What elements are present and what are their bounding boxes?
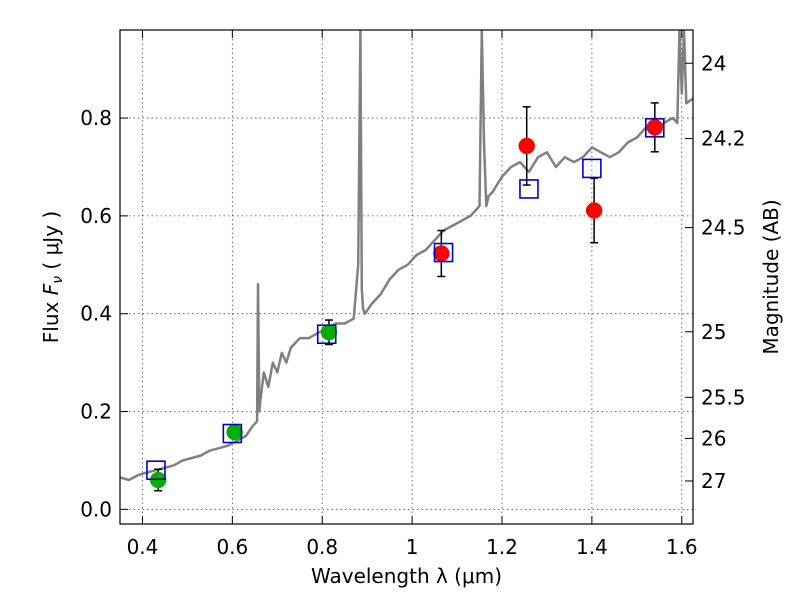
right-axis-label: Magnitude (AB) <box>759 199 783 354</box>
model-square-marker <box>519 179 539 199</box>
mag-tick-label: 27 <box>701 469 726 493</box>
spectrum-line <box>120 30 693 482</box>
mag-tick-label: 26 <box>701 426 726 450</box>
photometry-point <box>320 324 338 341</box>
model-square-marker <box>644 118 665 138</box>
mag-tick-label: 24.5 <box>701 216 746 240</box>
model-square-marker <box>316 324 337 345</box>
y-tick-label: 0.0 <box>80 497 112 521</box>
model-square-marker <box>582 158 602 179</box>
template-spectrum <box>120 30 693 482</box>
model-square-marker <box>433 242 454 263</box>
x-tick-label: 0.8 <box>306 535 338 559</box>
x-tick-label: 0.6 <box>216 535 248 559</box>
model-square-marker <box>146 460 166 480</box>
photometry-point <box>646 119 664 136</box>
mag-tick-label: 24.2 <box>701 127 746 151</box>
mag-tick-label: 24 <box>701 51 726 75</box>
mag-tick-label: 25 <box>701 320 726 344</box>
y-tick-label: 0.6 <box>80 204 112 228</box>
x-axis-label: Wavelength λ (μm) <box>311 564 502 588</box>
x-tick-label: 1.4 <box>576 535 608 559</box>
photometry-point <box>226 423 243 441</box>
x-tick-label: 1.2 <box>486 535 518 559</box>
y-tick-label: 0.8 <box>80 106 112 130</box>
photometry-point <box>433 245 450 262</box>
plot-frame <box>119 29 694 525</box>
x-tick-label: 1 <box>406 535 419 559</box>
axis-ticks: 0.4 0.6 0.8 1 1.2 1.4 1.6 0.0 0.2 0.4 0.6 0.8 24 24.2… <box>80 30 746 559</box>
photometry-point <box>585 202 603 219</box>
mag-tick-label: 25.5 <box>701 385 746 409</box>
y-tick-label: 0.4 <box>80 302 112 326</box>
model-square-marker <box>222 423 243 444</box>
x-tick-label: 1.6 <box>666 535 698 559</box>
x-tick-label: 0.4 <box>127 535 159 559</box>
photometry-point <box>518 137 535 155</box>
grid <box>120 30 693 524</box>
y-tick-label: 0.2 <box>80 400 112 424</box>
y-axis-label: Flux Fν ( μJy ) <box>39 211 66 343</box>
photometry-points <box>146 102 665 492</box>
